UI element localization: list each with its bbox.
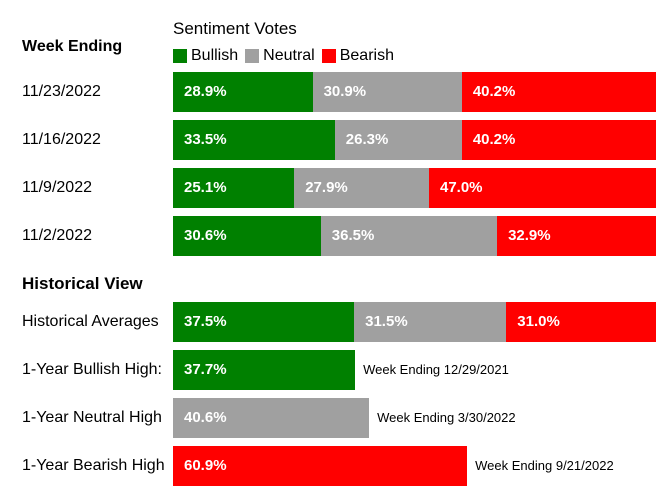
bar-segment-bearish xyxy=(506,302,656,342)
legend-label-neutral: Neutral xyxy=(263,47,315,64)
bar-segment-bullish xyxy=(173,72,313,112)
data-label: 40.2% xyxy=(472,131,516,148)
legend-label-bullish: Bullish xyxy=(191,47,239,64)
legend: Bullish Neutral Bearish xyxy=(173,47,401,65)
legend-swatch-bearish xyxy=(321,49,336,63)
data-label: 31.0% xyxy=(517,313,560,330)
section-heading: Historical View xyxy=(22,274,143,293)
bar-segment-neutral xyxy=(312,72,462,112)
legend-bearish: Bearish xyxy=(321,47,394,65)
data-label: 32.9% xyxy=(508,227,551,244)
data-label: 25.1% xyxy=(184,179,227,196)
legend-swatch-bullish xyxy=(173,49,187,63)
bar-segment-bullish xyxy=(173,350,356,390)
legend-bullish: Bullish xyxy=(173,47,238,65)
bar-segment-neutral xyxy=(354,302,507,342)
data-label: 40.2% xyxy=(472,83,516,100)
bar-segment-neutral xyxy=(173,398,370,438)
week-ending-note: Week Ending 9/21/2022 xyxy=(475,458,614,473)
bar-segment-neutral xyxy=(334,120,462,160)
data-label: 31.5% xyxy=(365,313,408,330)
section-heading: Week Ending xyxy=(22,38,123,55)
legend-label-bearish: Bearish xyxy=(339,47,394,64)
bar-segment-neutral xyxy=(294,168,429,208)
data-label: 60.9% xyxy=(184,457,227,474)
chart-title: Sentiment Votes xyxy=(173,19,297,38)
row-label: 11/23/2022 xyxy=(22,83,101,100)
row-label: 1-Year Bullish High: xyxy=(22,361,162,378)
data-label: 33.5% xyxy=(184,131,227,148)
data-label: 40.6% xyxy=(184,409,227,426)
row-label: 11/9/2022 xyxy=(22,179,92,196)
bar-segment-bearish xyxy=(173,446,468,486)
bar-segment-bullish xyxy=(173,216,321,256)
data-label: 26.3% xyxy=(345,131,389,148)
legend-neutral: Neutral xyxy=(245,47,315,65)
data-label: 47.0% xyxy=(439,179,483,196)
bar-segment-bearish xyxy=(461,120,656,160)
row-label: 1-Year Neutral High xyxy=(22,409,162,426)
row-label: Historical Averages xyxy=(22,313,159,330)
data-label: 27.9% xyxy=(305,179,348,196)
bar-segment-bullish xyxy=(173,168,295,208)
legend-swatch-neutral xyxy=(245,49,260,63)
bar-segment-bearish xyxy=(497,216,656,256)
week-ending-note: Week Ending 3/30/2022 xyxy=(377,410,516,425)
data-label: 28.9% xyxy=(184,83,227,100)
bar-segment-bearish xyxy=(428,168,656,208)
data-label: 30.6% xyxy=(184,227,227,244)
data-label: 37.5% xyxy=(184,313,227,330)
week-ending-note: Week Ending 12/29/2021 xyxy=(363,362,509,377)
bar-segment-bullish xyxy=(173,302,355,342)
row-label: 11/16/2022 xyxy=(22,131,101,148)
data-label: 30.9% xyxy=(323,83,367,100)
bar-segment-neutral xyxy=(320,216,498,256)
bar-segment-bearish xyxy=(461,72,656,112)
row-label: 1-Year Bearish High xyxy=(22,457,165,474)
data-label: 36.5% xyxy=(331,227,375,244)
bar-segment-bullish xyxy=(173,120,335,160)
data-label: 37.7% xyxy=(184,361,227,378)
row-label: 11/2/2022 xyxy=(22,227,92,244)
